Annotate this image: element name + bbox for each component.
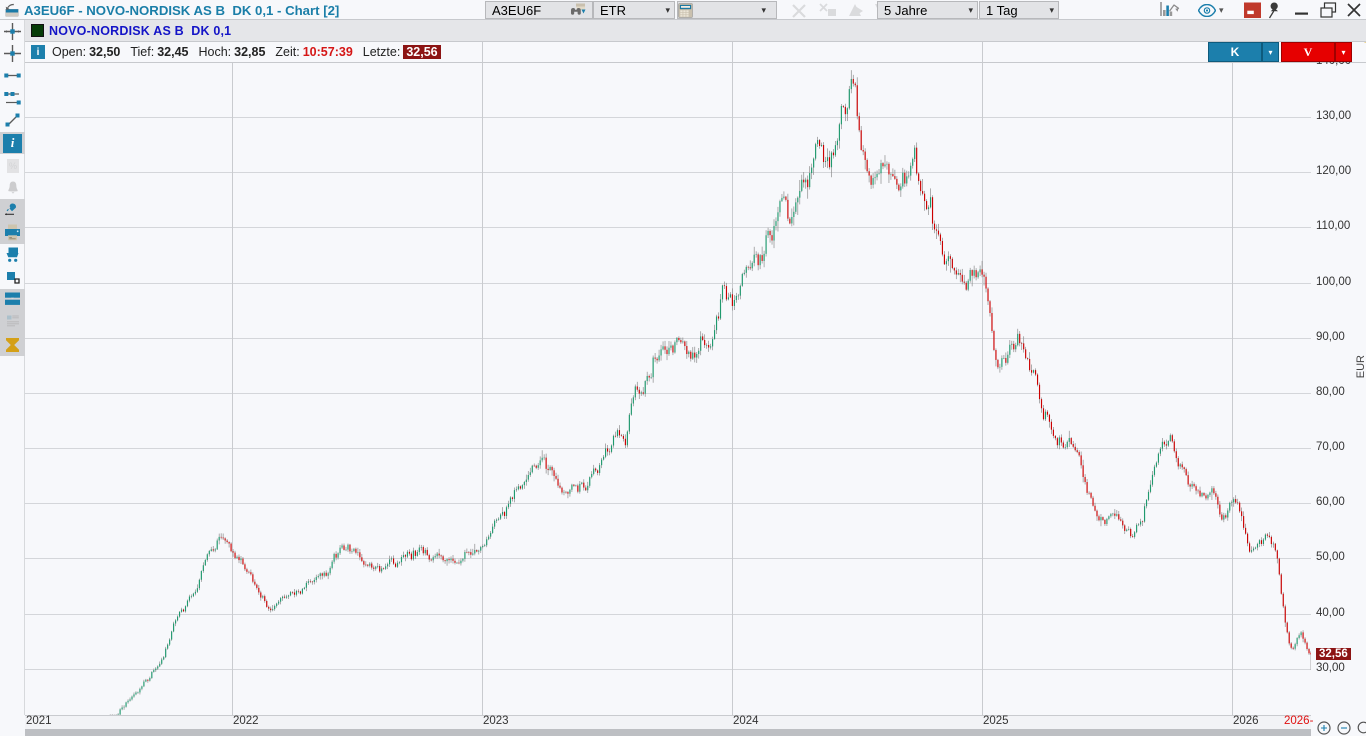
svg-text:%: %	[8, 161, 16, 171]
